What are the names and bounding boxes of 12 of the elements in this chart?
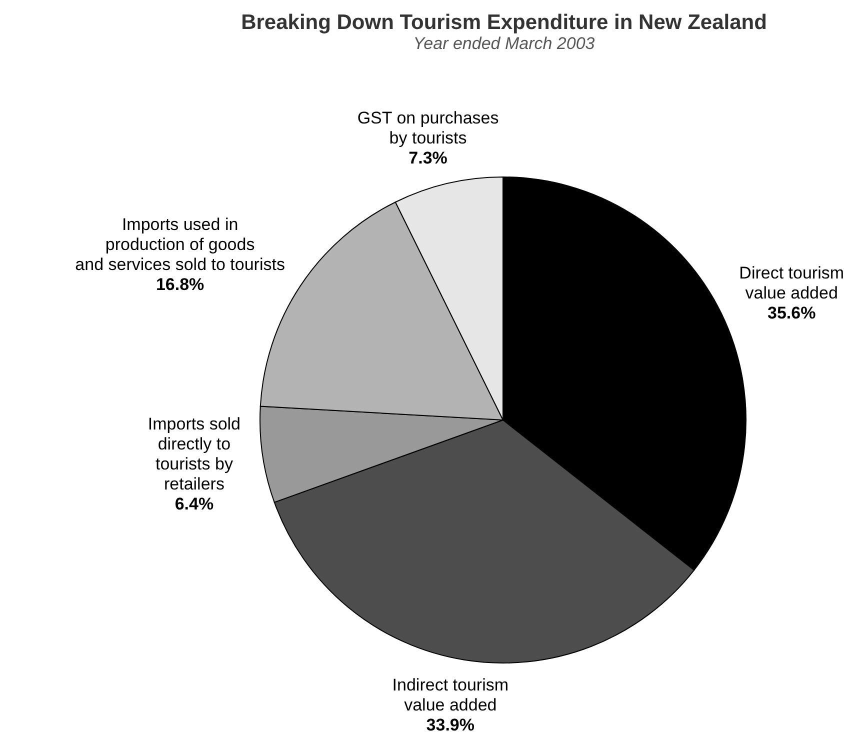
data-label: 6.4%: [174, 494, 214, 514]
slice-label: Imports sold directly to tourists by retailers: [148, 414, 241, 494]
slice-label: GST on purchases by tourists: [357, 108, 499, 148]
chart-title: Breaking Down Tourism Expenditure in New Zealand: [241, 11, 767, 34]
data-label: 7.3%: [408, 148, 448, 168]
data-label: 33.9%: [426, 715, 474, 734]
slice-label: Direct tourism value added: [739, 264, 844, 303]
data-label: 16.8%: [156, 275, 204, 294]
slice-label: Imports used in production of goods and services sold to tourists: [75, 215, 285, 274]
chart-subtitle: Year ended March 2003: [413, 34, 596, 53]
data-label: 35.6%: [768, 304, 816, 323]
slice-label: Indirect tourism value added: [392, 675, 508, 714]
